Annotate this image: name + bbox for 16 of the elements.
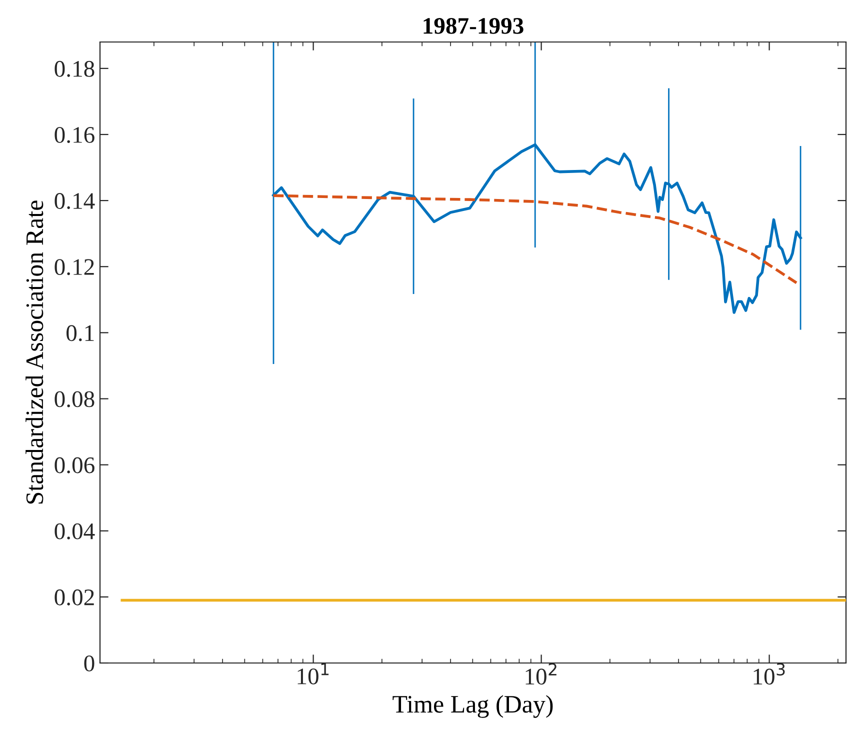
y-axis-title: Standardized Association Rate [26, 200, 44, 504]
y-tick-label: 0.06 [54, 457, 94, 474]
y-tick-label: 0.16 [54, 126, 94, 144]
y-tick-label: 0.02 [54, 589, 94, 606]
y-tick-label: 0.12 [54, 259, 94, 276]
x-tick-label: 10$^{3}$ [754, 663, 785, 685]
y-tick-label: 0.1 [66, 325, 94, 342]
y-tick-label: 0.08 [54, 391, 94, 408]
x-tick-label: 10$^{2}$ [526, 663, 556, 685]
chart-title: 1987-1993 [424, 18, 524, 34]
y-tick-label: 0.14 [54, 193, 95, 210]
y-tick-label: 0.18 [54, 60, 94, 77]
y-tick-label: 0.04 [54, 523, 95, 540]
x-axis-title: Time Lag (Day) [392, 695, 553, 718]
x-tick-label: 10$^{1}$ [298, 663, 329, 684]
y-tick-label: 0 [84, 655, 94, 672]
